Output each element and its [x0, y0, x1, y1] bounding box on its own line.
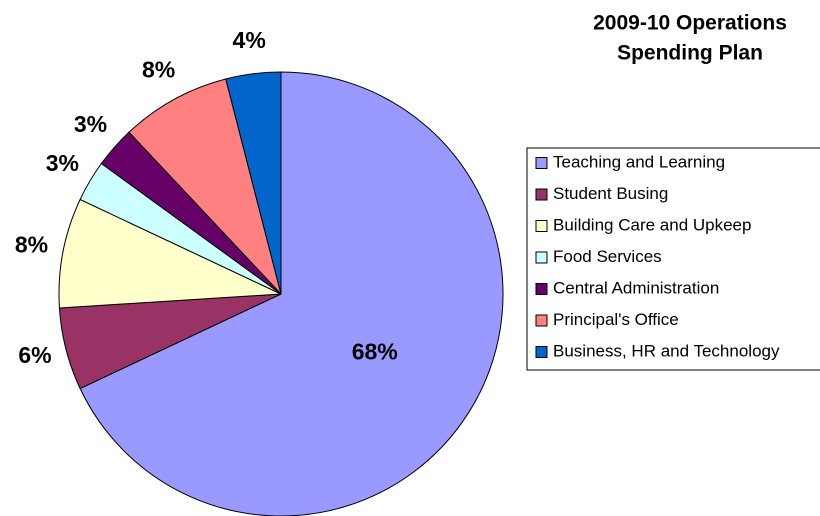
pie-slice: [58, 198, 282, 309]
legend-swatch: [535, 157, 548, 169]
data-label: 8%: [142, 56, 175, 82]
legend-box: [526, 147, 820, 371]
legend-swatch: [535, 188, 548, 201]
data-label: 6%: [18, 342, 51, 368]
legend-text: Food Services: [553, 247, 662, 266]
legend-swatch: [535, 283, 548, 295]
legend-swatch: [535, 346, 548, 358]
data-label: 68%: [352, 339, 398, 365]
legend-swatch: [535, 220, 548, 232]
legend-text: Business, HR and Technology: [553, 341, 780, 360]
legend-text: Student Busing: [553, 184, 668, 203]
legend-swatch: [535, 251, 548, 264]
chart-title: 2009-10 Operations: [593, 12, 787, 35]
chart-title: Spending Plan: [617, 42, 763, 65]
data-label: 8%: [15, 231, 48, 257]
legend-text: Central Administration: [553, 278, 719, 297]
legend-text: Teaching and Learning: [553, 152, 725, 171]
pie-slice: [79, 71, 504, 516]
pie-slice: [225, 71, 282, 295]
legend-swatch: [535, 314, 548, 327]
data-label: 3%: [46, 150, 79, 176]
legend-text: Principal's Office: [553, 310, 679, 329]
pie-slice: [128, 78, 282, 295]
data-label: 3%: [74, 111, 107, 137]
data-label: 4%: [233, 27, 266, 53]
legend-text: Building Care and Upkeep: [553, 215, 751, 234]
